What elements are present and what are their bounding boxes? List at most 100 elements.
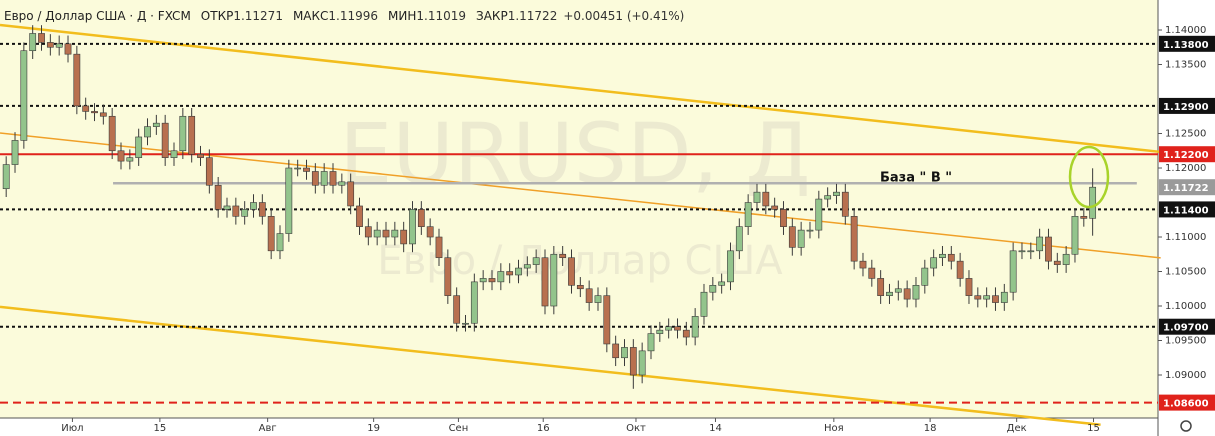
candle-body: [329, 171, 337, 186]
candle-body: [780, 209, 787, 227]
candle-body: [815, 198, 823, 231]
candle-body: [647, 333, 655, 352]
candle-body: [983, 295, 991, 300]
field-value: 1.11996: [328, 9, 378, 23]
candle-body: [250, 202, 257, 210]
header: Евро / Доллар США · Д · FXCM ОТКР1.11271 М…: [4, 9, 684, 23]
candle-body: [462, 322, 469, 325]
candle-body: [585, 288, 593, 303]
candle-body: [718, 281, 726, 286]
change: +0.00451 (+0.41%): [563, 9, 684, 23]
candle-body: [1062, 253, 1070, 265]
time-axis: [0, 418, 1158, 436]
candle-body: [453, 295, 461, 324]
candle-body: [886, 291, 893, 296]
candle-body: [55, 43, 63, 48]
candle-body: [956, 260, 964, 279]
candle-body: [135, 136, 143, 158]
candle-body: [444, 257, 452, 296]
candle-body: [965, 278, 973, 296]
candle-body: [515, 267, 522, 276]
candle-body: [576, 285, 584, 290]
candle-body: [850, 216, 858, 262]
candle-body: [656, 329, 664, 334]
candle-body: [974, 295, 982, 300]
symbol: Евро / Доллар США · Д · FXCM: [4, 9, 191, 23]
candle-body: [294, 167, 302, 170]
candle-body: [311, 171, 319, 186]
candle-body: [1036, 236, 1044, 252]
candle-body: [753, 191, 761, 203]
field-label: МАКС: [293, 9, 328, 23]
candle-body: [364, 226, 372, 238]
candle-body: [877, 278, 885, 296]
x-tick-label: 18: [924, 423, 937, 434]
level-label: 1.12200: [1163, 150, 1209, 161]
candle-body: [868, 267, 876, 279]
candle-body: [550, 253, 558, 307]
candle-body: [188, 115, 196, 155]
candle-body: [170, 150, 178, 158]
candle-body: [541, 257, 549, 307]
candle-body: [126, 157, 134, 162]
candle-body: [29, 33, 37, 52]
candle-body: [232, 205, 240, 217]
candle-body: [691, 316, 699, 338]
x-tick-label: Сен: [449, 423, 469, 434]
candle-body: [771, 205, 779, 210]
candle-body: [1000, 291, 1008, 303]
candle-body: [1080, 216, 1088, 219]
candle-body: [762, 191, 770, 207]
candle-body: [179, 115, 187, 152]
x-tick-label: 15: [1087, 423, 1100, 434]
last-price-box: [1159, 179, 1215, 196]
candle-body: [382, 229, 390, 238]
candle-body: [20, 50, 28, 141]
candle-body: [64, 43, 72, 55]
candle-body: [1027, 250, 1035, 253]
candle-body: [939, 253, 946, 259]
candle-body: [479, 278, 487, 283]
x-tick-label: 14: [709, 423, 722, 434]
candle-body: [833, 191, 840, 196]
candle-body: [197, 153, 204, 158]
candle-body: [409, 209, 416, 245]
candle-body: [797, 229, 805, 248]
level-label: 1.12900: [1163, 102, 1209, 113]
candle-body: [621, 347, 628, 359]
candle-body: [992, 295, 999, 303]
candle-body: [488, 278, 496, 283]
candle-body: [241, 209, 249, 217]
candle-body: [73, 53, 81, 107]
annotation: База " В ": [880, 171, 952, 186]
candle-body: [108, 115, 116, 152]
candle-body: [912, 285, 920, 300]
field-label: ОТКР: [201, 9, 234, 23]
trend-line: [0, 305, 1101, 427]
candle-body: [347, 181, 355, 207]
candle-body: [629, 347, 637, 376]
candle-body: [727, 250, 734, 283]
level-label: 1.08600: [1163, 399, 1209, 410]
level-label-box: [1159, 201, 1215, 218]
y-tick-label: 1.14000: [1165, 25, 1206, 36]
candle-body: [356, 205, 363, 227]
field-label: ЗАКР: [476, 9, 508, 23]
level-label: 1.09700: [1163, 323, 1209, 334]
field-value: 1.11019: [416, 9, 466, 23]
candle-body: [744, 202, 752, 227]
candle-body: [559, 253, 567, 259]
candle-body: [612, 343, 620, 359]
candle-body: [117, 150, 125, 162]
candle-body: [161, 122, 169, 158]
last-price-label: 1.11722: [1163, 183, 1209, 194]
candle-body: [1018, 250, 1026, 253]
candle-body: [665, 326, 673, 331]
candle-body: [373, 229, 381, 238]
field-value: 1.11271: [233, 9, 283, 23]
candle-body: [2, 164, 10, 190]
candle-body: [46, 42, 54, 48]
candle-body: [735, 226, 743, 252]
settings-icon[interactable]: [1180, 420, 1192, 432]
